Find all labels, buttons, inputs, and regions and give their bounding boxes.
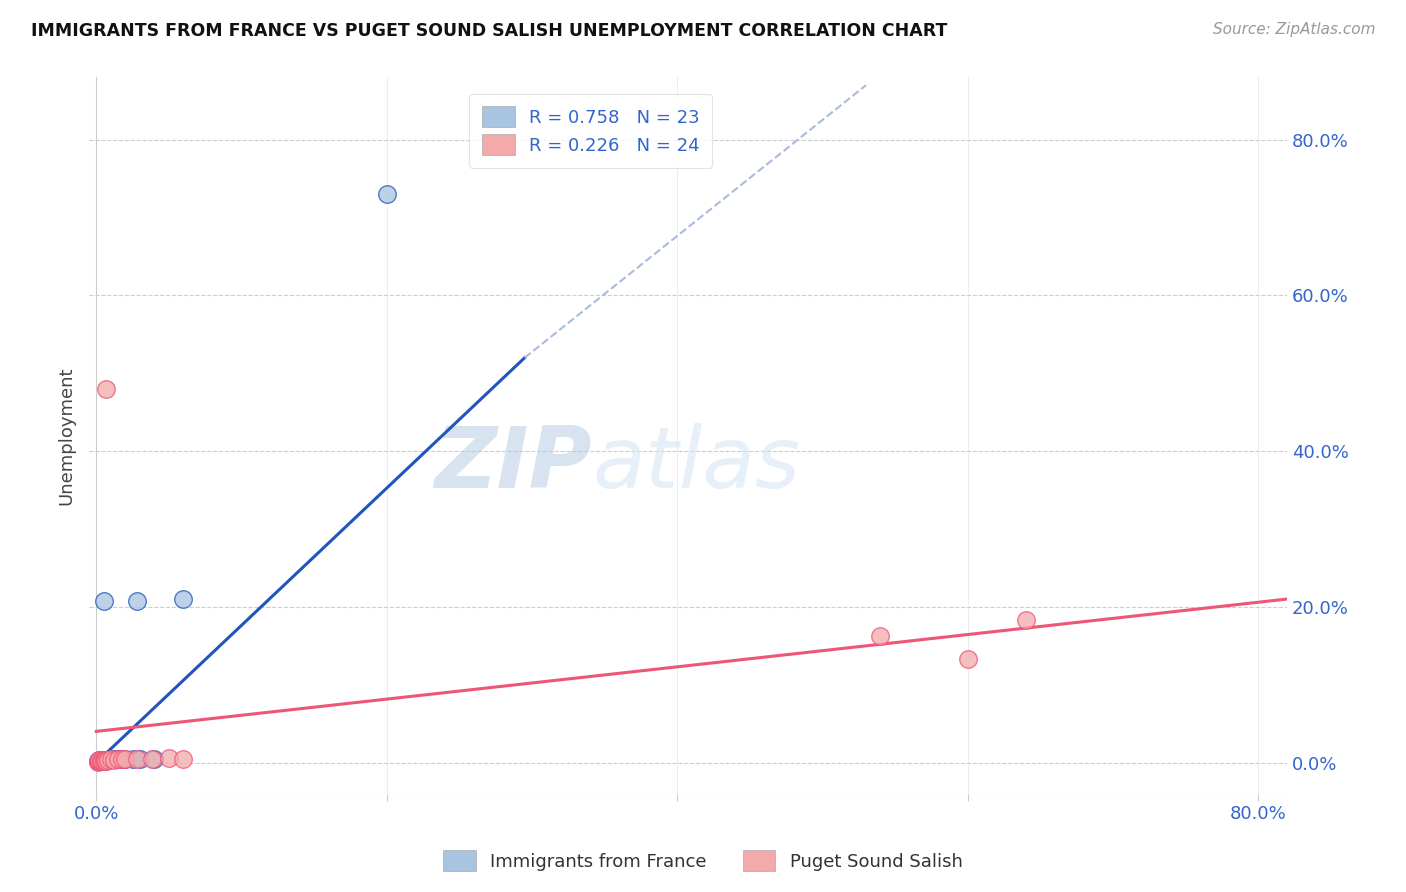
Point (91, 754, 114, 768)
Point (93, 754, 115, 768)
Point (90, 753, 112, 767)
Point (956, 652, 979, 666)
Point (87, 755, 110, 769)
Point (114, 751, 136, 765)
Point (114, 751, 136, 765)
Point (157, 751, 180, 765)
Point (96, 382, 118, 396)
Point (869, 629, 891, 643)
Legend: R = 0.758   N = 23, R = 0.226   N = 24: R = 0.758 N = 23, R = 0.226 N = 24 (470, 94, 713, 168)
Text: ZIP: ZIP (434, 423, 592, 506)
Text: atlas: atlas (592, 423, 800, 506)
Point (121, 751, 143, 765)
Point (93, 753, 115, 767)
Point (91, 754, 114, 768)
Text: Source: ZipAtlas.com: Source: ZipAtlas.com (1212, 22, 1375, 37)
Point (143, 752, 166, 766)
Point (1015, 613, 1038, 627)
Point (107, 752, 129, 766)
Point (94, 753, 117, 767)
Point (91, 753, 114, 767)
Point (103, 753, 125, 767)
Point (375, 187, 398, 202)
Point (94, 754, 117, 768)
Text: IMMIGRANTS FROM FRANCE VS PUGET SOUND SALISH UNEMPLOYMENT CORRELATION CHART: IMMIGRANTS FROM FRANCE VS PUGET SOUND SA… (31, 22, 948, 40)
Point (100, 752, 122, 766)
Point (87, 754, 110, 768)
Point (93, 594, 115, 608)
Point (87, 754, 110, 768)
Point (97, 753, 120, 767)
Point (128, 751, 150, 765)
Point (111, 752, 134, 766)
Point (93, 753, 115, 767)
Point (125, 751, 148, 765)
Point (96, 754, 118, 768)
Point (172, 751, 194, 765)
Point (141, 752, 163, 766)
Point (89, 754, 111, 768)
Point (107, 751, 129, 765)
Point (90, 753, 112, 767)
Point (90, 754, 112, 768)
Point (97, 753, 120, 767)
Point (89, 754, 111, 768)
Point (89, 753, 111, 767)
Point (111, 752, 134, 766)
Point (96, 753, 118, 767)
Legend: Immigrants from France, Puget Sound Salish: Immigrants from France, Puget Sound Sali… (436, 843, 970, 879)
Y-axis label: Unemployment: Unemployment (58, 367, 75, 505)
Point (103, 752, 125, 766)
Point (100, 752, 122, 766)
Point (89, 753, 111, 767)
Point (90, 754, 112, 768)
Point (172, 592, 194, 607)
Point (125, 593, 148, 607)
